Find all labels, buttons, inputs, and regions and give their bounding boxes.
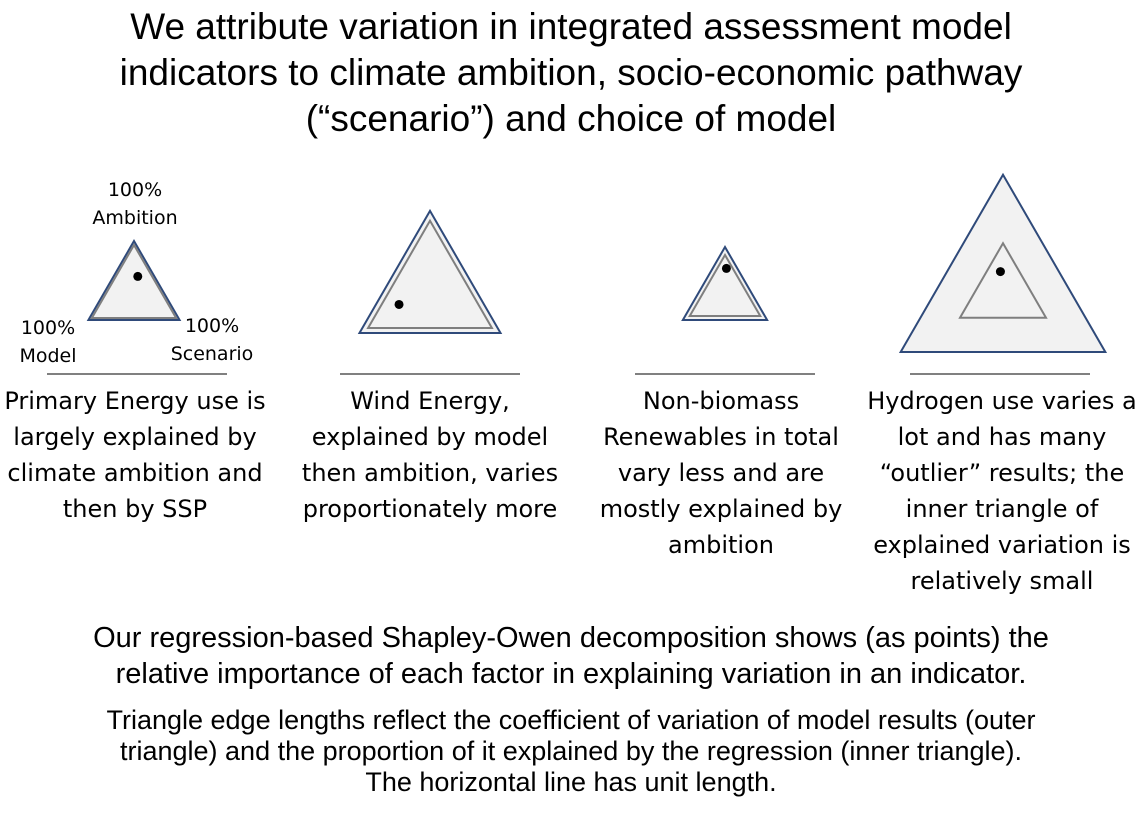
page-title: We attribute variation in integrated ass… bbox=[0, 4, 1142, 142]
footer-summary: Our regression-based Shapley-Owen decomp… bbox=[0, 620, 1142, 692]
caption-line: ambition bbox=[668, 531, 774, 559]
caption-line: explained variation is bbox=[873, 531, 1131, 559]
footer-line: Our regression-based Shapley-Owen decomp… bbox=[93, 622, 1049, 654]
caption-line: “outlier” results; the bbox=[879, 459, 1125, 487]
caption-line: mostly explained by bbox=[599, 495, 843, 523]
vertex-label-name: Ambition bbox=[92, 207, 178, 229]
inner-triangle bbox=[366, 218, 494, 330]
caption-line: explained by model bbox=[311, 423, 549, 451]
caption-line: relatively small bbox=[910, 567, 1094, 595]
inner-triangle bbox=[688, 252, 762, 318]
caption-line: proportionately more bbox=[302, 495, 558, 523]
caption-line: inner triangle of bbox=[905, 495, 1099, 523]
panel-caption-primary-energy: Primary Energy use is largely explained … bbox=[0, 383, 270, 527]
shapley-point bbox=[995, 267, 1005, 277]
panel-caption-non-biomass: Non-biomass Renewables in total vary les… bbox=[586, 383, 856, 563]
title-line: We attribute variation in integrated ass… bbox=[130, 6, 1012, 47]
caption-line: then ambition, varies bbox=[301, 459, 559, 487]
vertex-label-percent: 100% bbox=[107, 179, 163, 201]
vertex-label-ambition: 100% Ambition bbox=[80, 176, 190, 232]
footer-note-line: triangle) and the proportion of it expla… bbox=[119, 736, 1023, 766]
vertex-label-name: Model bbox=[19, 345, 77, 367]
footer-note-line: The horizontal line has unit length. bbox=[365, 767, 777, 797]
caption-line: lot and has many bbox=[897, 423, 1107, 451]
footer-note-line: Triangle edge lengths reflect the coeffi… bbox=[106, 705, 1036, 735]
shapley-point bbox=[721, 263, 731, 273]
footer-line: relative importance of each factor in ex… bbox=[115, 658, 1027, 690]
shapley-point bbox=[394, 299, 404, 309]
inner-triangle bbox=[90, 243, 178, 320]
panel-caption-wind-energy: Wind Energy, explained by model then amb… bbox=[290, 383, 570, 527]
caption-line: Hydrogen use varies a bbox=[867, 387, 1137, 415]
caption-line: climate ambition and bbox=[7, 459, 263, 487]
panel-caption-hydrogen: Hydrogen use varies a lot and has many “… bbox=[862, 383, 1142, 599]
vertex-label-percent: 100% bbox=[184, 315, 240, 337]
caption-line: Wind Energy, bbox=[350, 387, 510, 415]
title-line: (“scenario”) and choice of model bbox=[305, 98, 837, 139]
footer-notes: Triangle edge lengths reflect the coeffi… bbox=[0, 705, 1142, 798]
shapley-point bbox=[133, 271, 143, 281]
caption-line: then by SSP bbox=[62, 495, 208, 523]
caption-line: Renewables in total bbox=[603, 423, 839, 451]
caption-line: vary less and are bbox=[617, 459, 825, 487]
caption-line: Non-biomass bbox=[642, 387, 800, 415]
inner-triangle bbox=[958, 241, 1048, 319]
vertex-label-percent: 100% bbox=[20, 317, 76, 339]
vertex-label-scenario: 100% Scenario bbox=[162, 312, 262, 368]
caption-line: largely explained by bbox=[13, 423, 257, 451]
title-line: indicators to climate ambition, socio-ec… bbox=[119, 52, 1023, 93]
vertex-label-model: 100% Model bbox=[10, 314, 86, 370]
caption-line: Primary Energy use is bbox=[4, 387, 266, 415]
vertex-label-name: Scenario bbox=[170, 343, 254, 365]
